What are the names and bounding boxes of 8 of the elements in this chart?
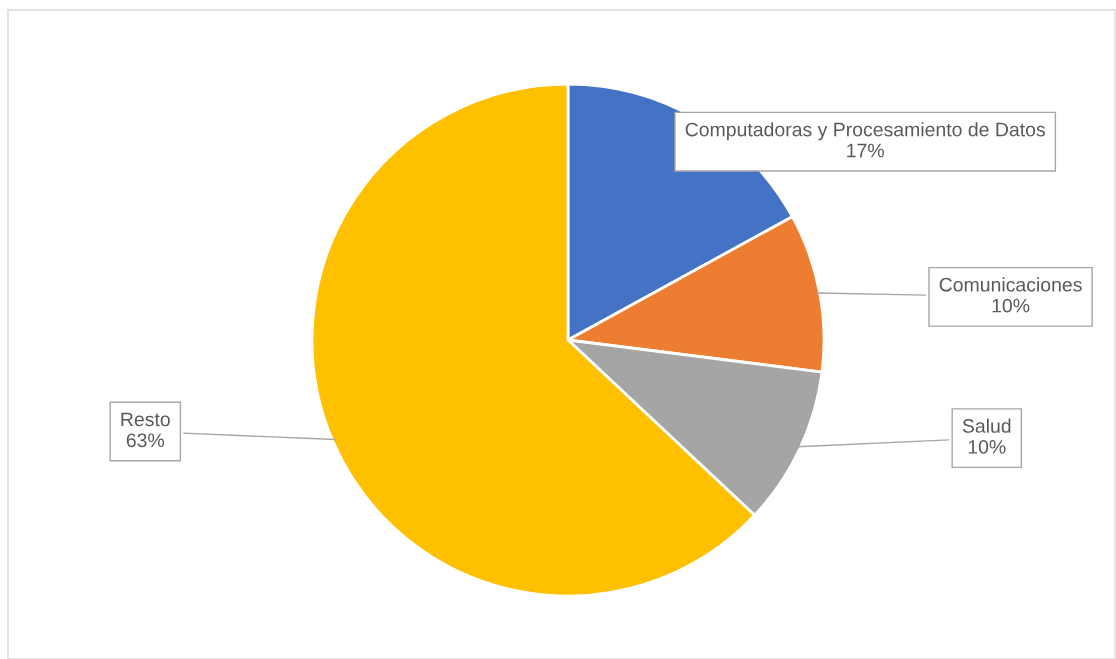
slice-label: Resto	[121, 412, 170, 427]
slice-label: Salud	[962, 418, 1011, 433]
slice-label: Computadoras y Procesamiento de Datos	[685, 122, 1045, 141]
slice-label: Comunicaciones	[939, 277, 1082, 292]
data-label: 63%	[126, 433, 165, 448]
data-label: 17%	[847, 143, 884, 158]
data-label: 10%	[968, 440, 1006, 454]
data-label: 10%	[992, 298, 1030, 313]
